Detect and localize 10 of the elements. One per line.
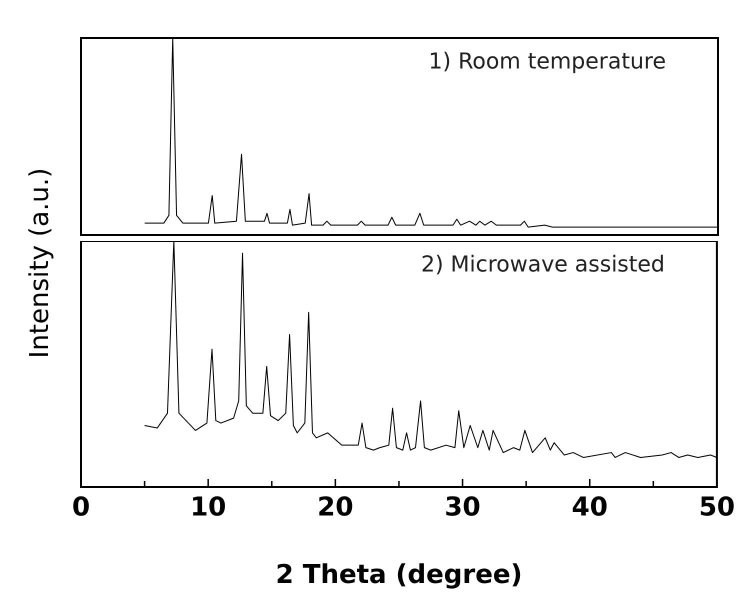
- x-axis-title: 2 Theta (degree): [276, 560, 522, 590]
- y-axis-title: Intensity (a.u.): [25, 167, 55, 358]
- annotation: 1) Room temperature: [428, 50, 666, 75]
- x-tick-label: 50: [698, 492, 736, 522]
- x-tick-label: 10: [190, 492, 226, 522]
- x-tick-label: 0: [72, 492, 90, 522]
- x-tick-label: 20: [317, 492, 354, 522]
- annotation: 2) Microwave assisted: [420, 252, 665, 278]
- x-tick-label: 40: [572, 492, 608, 522]
- x-tick-label: 30: [444, 492, 481, 522]
